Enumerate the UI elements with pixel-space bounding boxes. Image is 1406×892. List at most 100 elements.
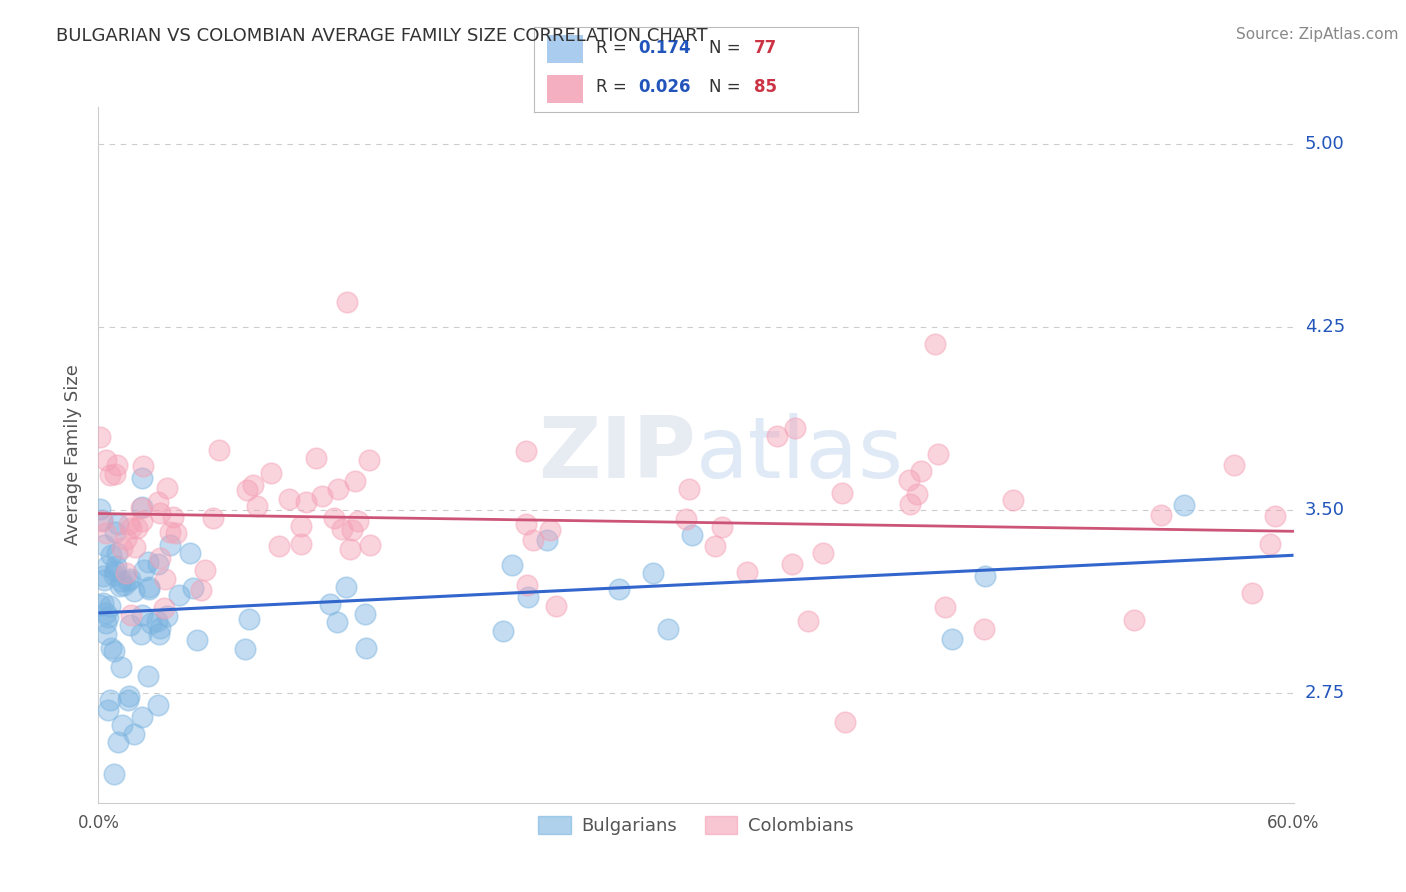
Point [522,533,544,548]
Point [183,581,205,595]
Text: 3.50: 3.50 [1305,500,1344,519]
Point [89,501,111,516]
Point [131,608,153,623]
Point [277,492,299,507]
Point [159,525,181,540]
Point [330,522,353,536]
Point [162,509,184,524]
Point [343,474,366,488]
Text: 5.00: 5.00 [1305,135,1344,153]
Text: atlas: atlas [696,413,904,497]
Point [94,615,117,630]
Point [146,557,169,571]
Point [112,577,135,591]
Legend: Bulgarians, Colombians: Bulgarians, Colombians [531,809,860,842]
Point [657,622,679,636]
Point [1222,458,1244,472]
Point [208,443,231,458]
Point [105,458,128,472]
Point [94,526,117,541]
Point [94,452,117,467]
Point [735,565,758,579]
Point [294,495,316,509]
Point [108,579,131,593]
Bar [547,75,583,103]
Point [124,540,146,554]
Point [138,580,160,594]
Text: 0.174: 0.174 [638,39,690,57]
Point [131,471,153,485]
Point [516,578,538,592]
Text: N =: N = [709,78,745,96]
Point [111,541,134,555]
Point [260,467,283,481]
Point [546,599,568,613]
Point [107,517,129,532]
Point [110,574,132,588]
Point [186,633,208,648]
Point [103,644,125,658]
Point [129,500,152,515]
Text: R =: R = [596,39,631,57]
Point [516,590,538,604]
Point [359,538,381,552]
Point [100,548,122,562]
Point [93,539,115,553]
Point [131,514,153,528]
Text: 0.026: 0.026 [638,78,690,96]
Point [1001,493,1024,508]
Point [233,641,256,656]
Point [934,600,956,615]
Text: N =: N = [709,39,745,57]
Point [124,584,146,599]
Point [104,564,127,578]
Point [131,500,153,514]
Point [136,555,159,569]
Point [117,517,139,532]
Point [811,546,834,560]
Point [1150,508,1173,523]
Point [129,627,152,641]
Point [98,599,121,613]
Point [905,487,928,501]
Point [246,499,269,513]
Point [132,458,155,473]
Bar [547,36,583,63]
Point [97,703,120,717]
Point [153,600,176,615]
Point [131,710,153,724]
Point [117,693,139,707]
Point [136,669,159,683]
Point [710,519,733,533]
Point [1241,585,1264,599]
Point [897,473,920,487]
Point [165,525,187,540]
Point [156,481,179,495]
Point [120,521,142,535]
Point [501,558,523,572]
Point [336,295,359,310]
Point [146,614,169,628]
Point [326,483,349,497]
Point [149,621,172,635]
Point [354,641,377,656]
Point [515,516,537,531]
Point [124,727,146,741]
Point [107,735,129,749]
Point [898,498,921,512]
Text: BULGARIAN VS COLOMBIAN AVERAGE FAMILY SIZE CORRELATION CHART: BULGARIAN VS COLOMBIAN AVERAGE FAMILY SI… [56,27,707,45]
Point [304,450,326,465]
Text: 77: 77 [754,39,778,57]
Point [91,596,114,610]
Point [98,468,121,483]
Point [678,482,700,496]
Point [110,660,132,674]
Point [89,430,111,444]
Point [675,512,697,526]
Point [202,511,225,525]
Text: 85: 85 [754,78,778,96]
Point [132,562,155,576]
Point [96,606,118,620]
Point [104,524,127,539]
Point [326,615,349,629]
